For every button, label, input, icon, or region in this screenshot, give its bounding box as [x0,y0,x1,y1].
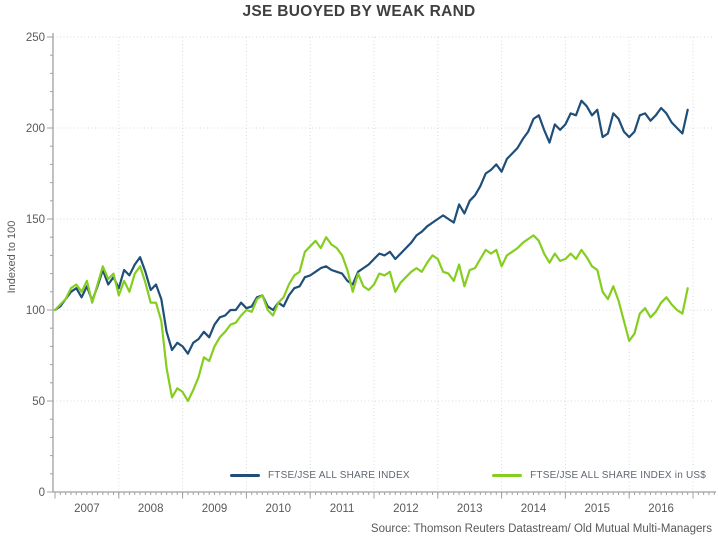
y-axis-tick-labels: 0 50 100 150 200 250 [26,32,45,499]
svg-text:2011: 2011 [330,503,355,515]
svg-text:2012: 2012 [393,503,419,515]
svg-text:2009: 2009 [202,503,228,515]
green-line-swatch-icon [492,474,523,477]
chart-title: JSE BUOYED BY WEAK RAND [242,3,476,20]
svg-text:2013: 2013 [457,503,483,515]
legend-item-alsi: FTSE/JSE ALL SHARE INDEX [230,470,410,481]
svg-text:2010: 2010 [266,503,292,515]
x-axis-tick-labels: 2007 2008 2009 2010 2011 2012 2013 2014 2015 2016 [74,503,674,515]
axes [52,33,716,493]
navy-line-swatch-icon [230,474,260,477]
svg-text:50: 50 [32,396,45,408]
series-line-ftse-jse-all-share-index-in-us- [53,234,689,403]
svg-text:0: 0 [39,487,45,499]
svg-text:100: 100 [26,305,45,317]
chart-legend: FTSE/JSE ALL SHARE INDEX FTSE/JSE ALL SH… [230,470,706,481]
gridlines [53,36,713,492]
y-axis-label: Indexed to 100 [6,220,18,294]
svg-text:2007: 2007 [74,503,100,515]
legend-label-alsi-usd: FTSE/JSE ALL SHARE INDEX in US$ [530,470,706,481]
legend-item-alsi-usd: FTSE/JSE ALL SHARE INDEX in US$ [492,470,706,481]
source-note: Source: Thomson Reuters Datastream/ Old … [370,523,712,535]
svg-text:150: 150 [26,214,45,226]
svg-text:200: 200 [26,123,45,135]
legend-label-alsi: FTSE/JSE ALL SHARE INDEX [268,470,410,481]
svg-text:2014: 2014 [521,503,547,515]
series-line-ftse-jse-all-share-index [53,99,689,355]
x-axis-ticks [54,492,715,499]
svg-text:2016: 2016 [648,503,674,515]
svg-text:2015: 2015 [585,503,611,515]
y-axis-ticks [47,36,53,493]
svg-text:250: 250 [26,32,45,44]
svg-text:2008: 2008 [138,503,164,515]
